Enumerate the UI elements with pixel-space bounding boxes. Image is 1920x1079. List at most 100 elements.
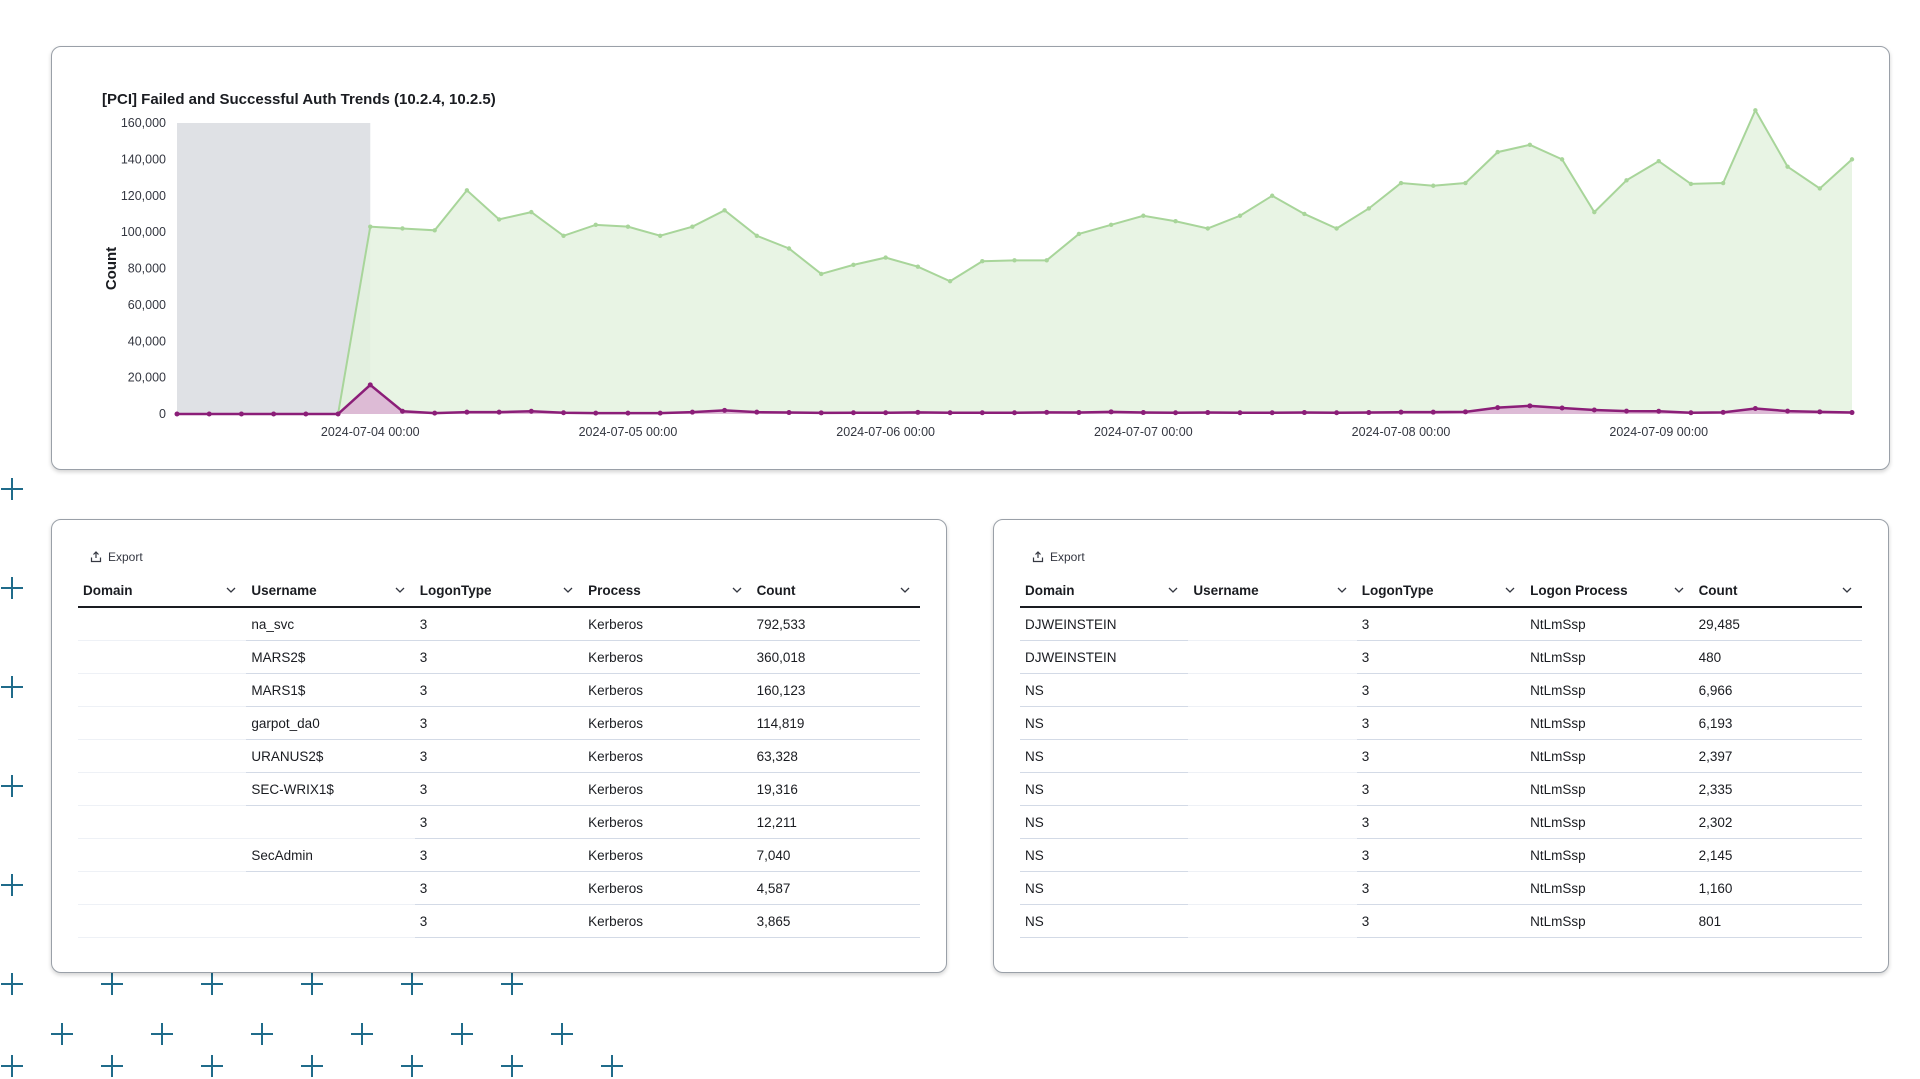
column-header-username[interactable]: Username — [246, 574, 415, 608]
data-point[interactable] — [690, 224, 695, 229]
data-point[interactable] — [1753, 108, 1758, 113]
data-point[interactable] — [1495, 149, 1500, 155]
data-point[interactable] — [1366, 206, 1372, 211]
chevron-down-icon[interactable] — [563, 585, 573, 595]
data-point[interactable] — [335, 411, 341, 417]
chevron-down-icon[interactable] — [900, 585, 910, 595]
data-point[interactable] — [657, 233, 663, 238]
data-point[interactable] — [1656, 408, 1662, 414]
data-point[interactable] — [1430, 409, 1436, 415]
chevron-down-icon[interactable] — [1168, 585, 1178, 595]
data-point[interactable] — [1527, 403, 1533, 409]
data-point[interactable] — [1173, 219, 1178, 224]
data-point[interactable] — [1624, 408, 1630, 414]
data-point[interactable] — [528, 408, 534, 414]
chevron-down-icon[interactable] — [395, 585, 405, 595]
data-point[interactable] — [1205, 226, 1210, 231]
data-point[interactable] — [1527, 142, 1533, 148]
chevron-down-icon[interactable] — [1674, 585, 1684, 595]
data-point[interactable] — [1012, 410, 1017, 416]
data-point[interactable] — [238, 411, 244, 417]
data-point[interactable] — [1044, 409, 1050, 415]
column-header-process[interactable]: Process — [583, 574, 752, 608]
data-point[interactable] — [1044, 258, 1049, 263]
data-point[interactable] — [593, 222, 598, 228]
data-point[interactable] — [432, 228, 437, 233]
chevron-down-icon[interactable] — [1505, 585, 1515, 595]
data-point[interactable] — [368, 224, 373, 229]
data-point[interactable] — [464, 188, 470, 193]
data-point[interactable] — [271, 411, 277, 417]
data-point[interactable] — [1688, 410, 1694, 416]
data-point[interactable] — [1140, 410, 1146, 416]
data-point[interactable] — [464, 409, 470, 415]
chevron-down-icon[interactable] — [226, 585, 236, 595]
column-header-count[interactable]: Count — [1693, 574, 1862, 608]
data-point[interactable] — [1012, 258, 1017, 263]
data-point[interactable] — [529, 209, 534, 215]
data-point[interactable] — [722, 407, 728, 413]
data-point[interactable] — [1688, 181, 1694, 187]
data-point[interactable] — [1720, 409, 1726, 415]
data-point[interactable] — [754, 409, 760, 415]
data-point[interactable] — [786, 410, 792, 416]
data-point[interactable] — [1334, 410, 1340, 416]
data-point[interactable] — [1398, 180, 1404, 186]
data-point[interactable] — [400, 226, 405, 231]
data-point[interactable] — [657, 410, 663, 416]
data-point[interactable] — [947, 279, 953, 284]
data-point[interactable] — [1205, 410, 1211, 416]
data-point[interactable] — [1463, 180, 1468, 186]
data-point[interactable] — [1108, 409, 1114, 415]
data-point[interactable] — [915, 264, 921, 269]
data-point[interactable] — [1592, 209, 1597, 215]
data-point[interactable] — [754, 233, 760, 238]
data-point[interactable] — [1237, 410, 1243, 416]
data-point[interactable] — [1720, 180, 1726, 186]
data-point[interactable] — [496, 409, 502, 415]
column-header-count[interactable]: Count — [751, 574, 920, 608]
data-point[interactable] — [850, 410, 856, 416]
column-header-username[interactable]: Username — [1188, 574, 1357, 608]
data-point[interactable] — [1559, 405, 1565, 411]
data-point[interactable] — [1785, 408, 1791, 414]
data-point[interactable] — [1817, 186, 1822, 191]
export-button[interactable]: Export — [90, 550, 143, 564]
data-point[interactable] — [1076, 231, 1082, 237]
export-button[interactable]: Export — [1032, 550, 1085, 564]
data-point[interactable] — [979, 410, 985, 416]
data-point[interactable] — [1431, 183, 1436, 188]
data-point[interactable] — [625, 410, 631, 416]
column-header-logontype[interactable]: LogonType — [414, 574, 584, 608]
column-header-logontype[interactable]: LogonType — [1356, 574, 1526, 608]
data-point[interactable] — [1752, 406, 1758, 412]
plot-area[interactable] — [174, 108, 1855, 417]
data-point[interactable] — [432, 410, 438, 416]
column-header-logon-process[interactable]: Logon Process — [1525, 574, 1694, 608]
chevron-down-icon[interactable] — [1337, 585, 1347, 595]
data-point[interactable] — [1334, 226, 1339, 231]
data-point[interactable] — [561, 410, 567, 416]
data-point[interactable] — [947, 410, 953, 416]
data-point[interactable] — [399, 408, 405, 414]
data-point[interactable] — [786, 246, 792, 251]
data-point[interactable] — [1495, 405, 1501, 411]
data-point[interactable] — [1301, 410, 1307, 416]
data-point[interactable] — [980, 259, 985, 264]
data-point[interactable] — [367, 382, 373, 388]
data-point[interactable] — [625, 224, 631, 229]
data-point[interactable] — [818, 410, 824, 416]
data-point[interactable] — [1462, 409, 1468, 415]
column-header-domain[interactable]: Domain — [1020, 574, 1189, 608]
data-point[interactable] — [1269, 193, 1275, 198]
data-point[interactable] — [561, 233, 566, 238]
data-point[interactable] — [883, 255, 888, 260]
column-header-domain[interactable]: Domain — [78, 574, 247, 608]
data-point[interactable] — [1269, 410, 1275, 416]
data-point[interactable] — [1108, 222, 1114, 228]
data-point[interactable] — [1076, 410, 1082, 416]
data-point[interactable] — [1624, 178, 1629, 183]
data-point[interactable] — [883, 410, 889, 416]
data-point[interactable] — [1173, 410, 1179, 416]
data-point[interactable] — [1849, 157, 1855, 162]
